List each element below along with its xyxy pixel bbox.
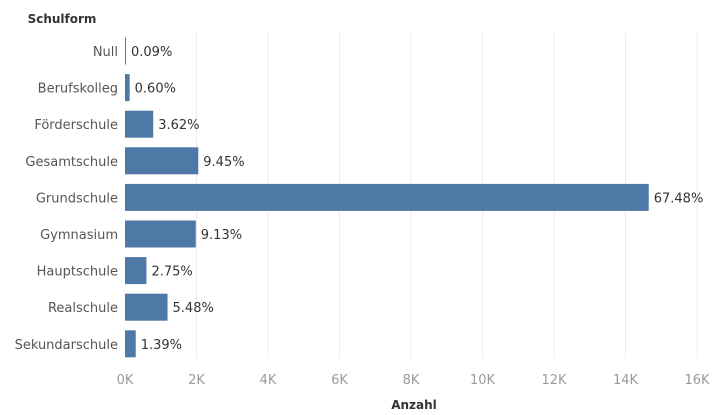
- data-label: 0.09%: [131, 45, 172, 60]
- x-axis-title: Anzahl: [391, 398, 437, 412]
- x-tick-label: 10K: [470, 373, 496, 388]
- category-label: Grundschule: [36, 191, 118, 206]
- data-label: 2.75%: [151, 265, 192, 280]
- x-tick-label: 2K: [188, 373, 205, 388]
- data-label: 1.39%: [141, 338, 182, 353]
- bar[interactable]: [125, 147, 199, 175]
- category-label: Gymnasium: [40, 228, 118, 243]
- category-label: Null: [93, 45, 118, 60]
- bar[interactable]: [125, 257, 147, 285]
- data-label: 3.62%: [158, 118, 199, 133]
- x-tick-label: 8K: [403, 373, 420, 388]
- category-label: Hauptschule: [37, 265, 118, 280]
- bar[interactable]: [125, 330, 136, 358]
- bars: [125, 37, 649, 358]
- x-tick-label: 0K: [117, 373, 134, 388]
- x-tick-label: 6K: [331, 373, 348, 388]
- data-label: 0.60%: [135, 82, 176, 97]
- data-label: 67.48%: [654, 191, 704, 206]
- category-label: Berufskolleg: [38, 82, 118, 97]
- data-label: 5.48%: [173, 301, 214, 316]
- data-label: 9.45%: [203, 155, 244, 170]
- bar[interactable]: [125, 74, 130, 102]
- category-label: Förderschule: [34, 118, 118, 133]
- row-header: Schulform: [28, 12, 97, 26]
- bar[interactable]: [125, 220, 196, 248]
- x-tick-label: 14K: [613, 373, 639, 388]
- x-tick-label: 12K: [541, 373, 567, 388]
- category-label: Realschule: [48, 301, 118, 316]
- x-tick-label: 4K: [260, 373, 277, 388]
- x-tick-label: 16K: [684, 373, 710, 388]
- bar[interactable]: [125, 293, 168, 321]
- bar[interactable]: [125, 183, 649, 211]
- data-label: 9.13%: [201, 228, 242, 243]
- bar[interactable]: [125, 110, 154, 138]
- category-label: Gesamtschule: [25, 155, 118, 170]
- bar[interactable]: [125, 37, 126, 65]
- category-label: Sekundarschule: [15, 338, 118, 353]
